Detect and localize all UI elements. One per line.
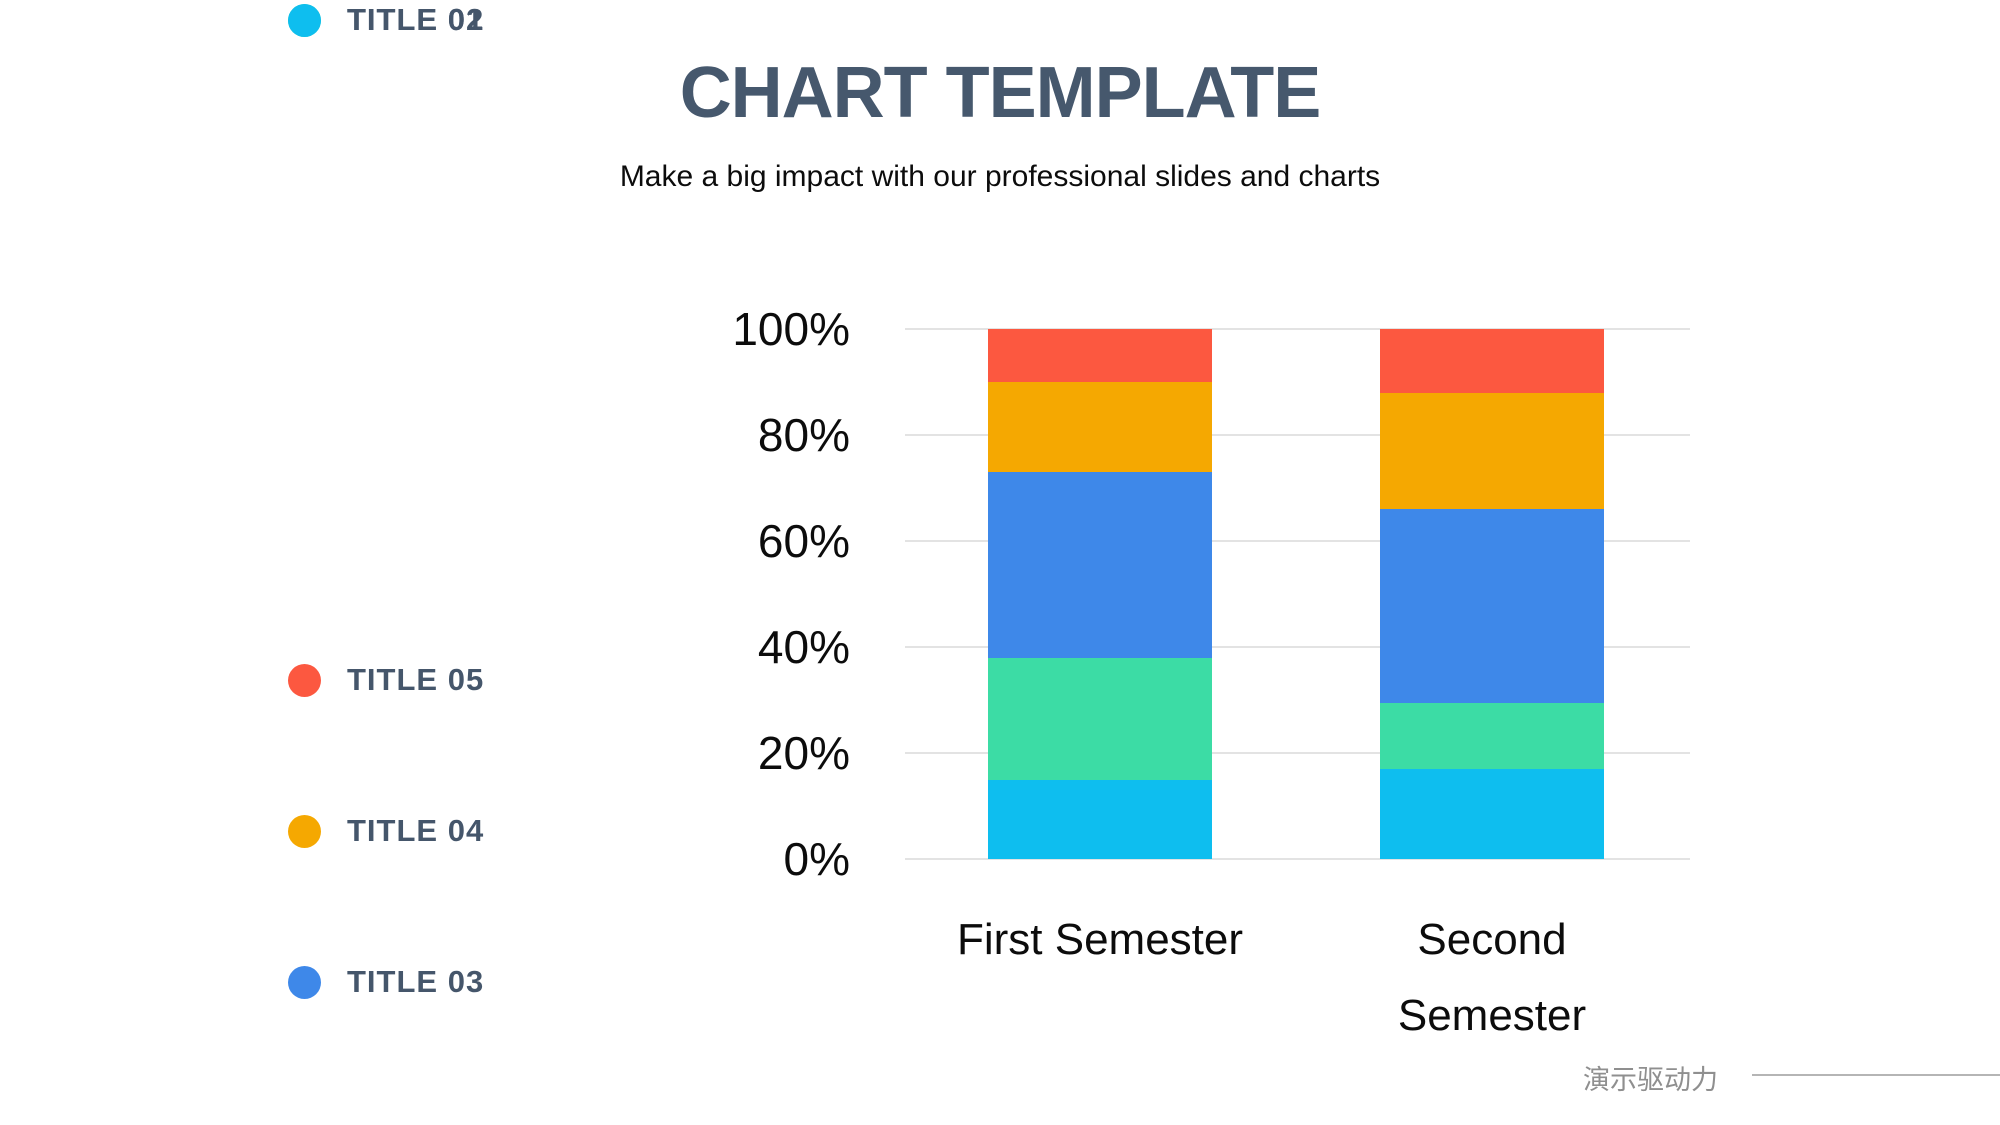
page-subtitle: Make a big impact with our professional … <box>619 160 1381 193</box>
legend-dot-icon <box>288 814 321 848</box>
bar-segment-title-04 <box>988 382 1212 473</box>
y-axis-tick-label: 40% <box>757 621 850 673</box>
brand-watermark-text: 演示驱动力 <box>1583 1065 1718 1095</box>
plot-area <box>905 328 1690 860</box>
legend-label: TITLE 05 <box>347 662 485 697</box>
gridline <box>905 434 1690 436</box>
bar-segment-title-02 <box>1380 702 1604 769</box>
bar-segment-title-01 <box>988 779 1212 859</box>
legend-item-title-01: TITLE 01 <box>288 0 484 40</box>
bar-segment-title-05 <box>988 329 1212 383</box>
x-axis-label-second-semester: Second Semester <box>1397 915 1587 1040</box>
page-title: CHART TEMPLATE <box>679 53 1322 133</box>
y-axis-tick-label: 60% <box>757 515 850 567</box>
y-axis-tick-label: 100% <box>732 303 850 355</box>
x-axis-label-first-semester: First Semester <box>956 915 1244 964</box>
bar-segment-title-03 <box>988 472 1212 658</box>
bar-segment-title-01 <box>1380 768 1604 859</box>
stacked-bar-second-semester <box>1380 329 1604 859</box>
y-axis: 100% 80% 60% 40% 20% 0% <box>600 303 850 885</box>
bar-segment-title-02 <box>988 657 1212 780</box>
legend-dot-icon <box>288 663 321 697</box>
y-axis-tick-label: 0% <box>783 833 850 885</box>
gridline <box>905 646 1690 648</box>
legend-label: TITLE 01 <box>347 2 485 37</box>
legend-dot-icon <box>288 3 321 37</box>
legend-item-title-04: TITLE 04 <box>288 811 484 851</box>
legend-item-title-03: TITLE 03 <box>288 962 484 1002</box>
y-axis-tick-label: 80% <box>757 409 850 461</box>
bar-segment-title-04 <box>1380 392 1604 510</box>
legend-item-title-05: TITLE 05 <box>288 660 484 700</box>
legend-label: TITLE 03 <box>347 964 485 999</box>
legend-label: TITLE 02 <box>347 2 485 37</box>
bar-segment-title-05 <box>1380 329 1604 393</box>
footer-divider-line <box>1752 1074 2000 1076</box>
bar-segment-title-03 <box>1380 509 1604 703</box>
gridline <box>905 858 1690 860</box>
legend-dot-icon <box>288 965 321 999</box>
y-axis-tick-label: 20% <box>757 727 850 779</box>
gridline <box>905 540 1690 542</box>
gridline <box>905 328 1690 330</box>
stacked-bar-first-semester <box>988 329 1212 859</box>
gridline <box>905 752 1690 754</box>
legend-label: TITLE 04 <box>347 813 485 848</box>
